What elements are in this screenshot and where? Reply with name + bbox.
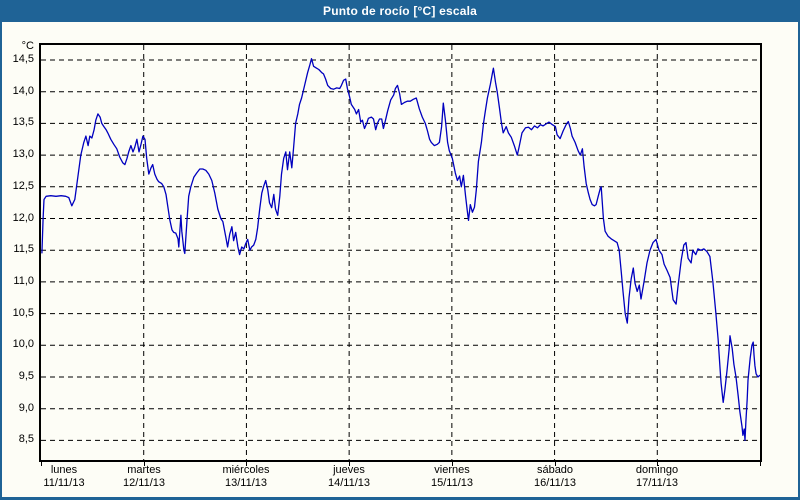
x-day-label: miércoles 13/11/13 [181, 464, 311, 490]
x-tick [452, 460, 453, 466]
day-name: sábado [536, 464, 574, 476]
y-tick-label: 9,0 [18, 401, 34, 414]
x-day-label: jueves 14/11/13 [284, 464, 414, 490]
day-name: jueves [333, 464, 365, 476]
x-day-label: viernes 15/11/13 [387, 464, 517, 490]
day-date: 12/11/13 [122, 477, 165, 489]
gridlines [41, 45, 760, 460]
y-tick-label: 10,0 [12, 338, 34, 351]
y-tick-label: 11,0 [13, 274, 34, 287]
y-tick-label: 14,5 [12, 53, 34, 65]
y-axis-unit-label: °C [21, 40, 34, 52]
frame-border-right [798, 22, 800, 500]
x-day-label: martes 12/11/13 [79, 464, 209, 490]
day-name: domingo [635, 464, 679, 476]
y-tick-label: 13,5 [12, 116, 34, 129]
x-tick [349, 460, 350, 466]
window-title: Punto de rocío [°C] escala [322, 4, 478, 18]
day-date: 13/11/13 [224, 477, 267, 489]
x-tick [555, 460, 556, 466]
x-tick [657, 460, 658, 466]
plot-area [39, 43, 762, 462]
day-date: 16/11/13 [533, 477, 576, 489]
x-day-label: sábado 16/11/13 [490, 464, 620, 490]
x-tick [41, 460, 42, 466]
y-tick-label: 12,5 [12, 179, 34, 192]
day-date: 14/11/13 [327, 477, 370, 489]
frame-border-bottom [0, 497, 800, 500]
x-day-label: domingo 17/11/13 [592, 464, 722, 490]
day-date: 15/11/13 [430, 477, 473, 489]
title-bar: Punto de rocío [°C] escala [0, 0, 800, 22]
y-tick-label: 11,5 [13, 243, 34, 256]
y-tick-label: 10,5 [12, 306, 34, 319]
frame-border-left [0, 22, 2, 500]
x-tick [760, 460, 761, 466]
x-tick [246, 460, 247, 466]
y-tick-label: 13,0 [12, 148, 34, 161]
day-name: miércoles [222, 464, 270, 476]
dewpoint-line [41, 58, 760, 442]
y-tick-label: 9,5 [18, 370, 34, 382]
day-name: martes [127, 464, 161, 476]
day-date: 17/11/13 [635, 477, 678, 489]
y-tick-label: 12,0 [12, 211, 34, 224]
y-tick-label: 8,5 [18, 433, 34, 446]
day-date: 11/11/13 [43, 477, 85, 489]
x-day-label: lunes 11/11/13 [0, 464, 129, 490]
x-tick [144, 460, 145, 466]
chart-canvas [41, 45, 760, 460]
day-name: lunes [50, 464, 78, 476]
y-tick-label: 14,0 [12, 84, 34, 97]
day-name: viernes [434, 464, 470, 476]
